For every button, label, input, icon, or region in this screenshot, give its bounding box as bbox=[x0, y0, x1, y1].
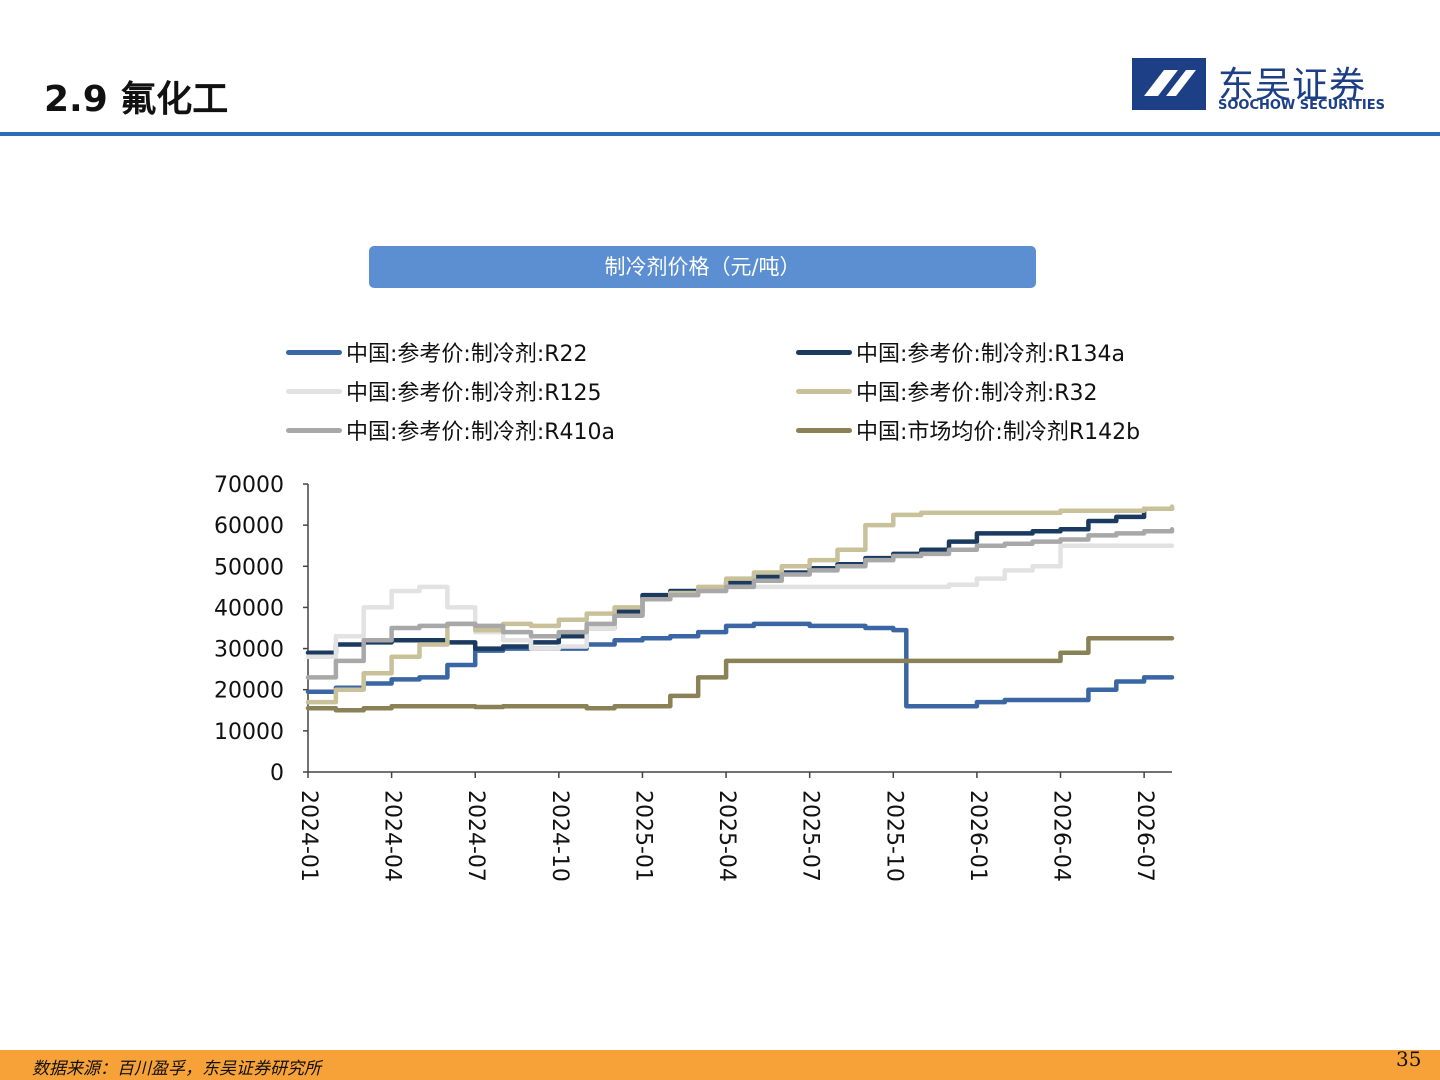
legend-item: 中国:参考价:制冷剂:R125 bbox=[286, 375, 602, 407]
legend-item: 中国:参考价:制冷剂:R134a bbox=[796, 336, 1125, 368]
x-tick-label: 2024-01 bbox=[296, 790, 321, 882]
x-tick-label: 2024-10 bbox=[547, 790, 572, 882]
logo-english-name: SOOCHOW SECURITIES bbox=[1218, 98, 1385, 113]
x-tick-label: 2026-01 bbox=[965, 790, 990, 882]
legend-item: 中国:参考价:制冷剂:R22 bbox=[286, 336, 588, 368]
x-tick-label: 2025-07 bbox=[798, 790, 823, 882]
legend-label: 中国:参考价:制冷剂:R134a bbox=[856, 342, 1125, 367]
legend-swatch bbox=[286, 349, 342, 355]
company-logo: 东吴证券 SOOCHOW SECURITIES bbox=[1130, 56, 1420, 116]
legend-label: 中国:参考价:制冷剂:R125 bbox=[346, 381, 602, 406]
y-tick-label: 0 bbox=[270, 761, 284, 786]
y-tick-label: 70000 bbox=[214, 473, 284, 498]
legend-item: 中国:市场均价:制冷剂R142b bbox=[796, 414, 1140, 446]
legend-label: 中国:参考价:制冷剂:R32 bbox=[856, 381, 1098, 406]
chart-title: 制冷剂价格（元/吨） bbox=[369, 246, 1036, 288]
legend-label: 中国:市场均价:制冷剂R142b bbox=[856, 420, 1141, 445]
y-tick-label: 10000 bbox=[214, 720, 284, 745]
series-line-4 bbox=[305, 504, 1175, 705]
legend-swatch bbox=[796, 427, 852, 433]
y-tick-label: 60000 bbox=[214, 514, 284, 539]
legend-item: 中国:参考价:制冷剂:R32 bbox=[796, 375, 1098, 407]
x-tick-label: 2026-04 bbox=[1049, 790, 1074, 882]
y-tick-label: 40000 bbox=[214, 596, 284, 621]
y-tick-label: 50000 bbox=[214, 555, 284, 580]
legend-swatch bbox=[796, 388, 852, 394]
footer-bar bbox=[0, 1050, 1440, 1080]
slide-title: 2.9 氟化工 bbox=[44, 79, 229, 120]
x-tick-label: 2024-07 bbox=[463, 790, 488, 882]
y-tick-label: 30000 bbox=[214, 638, 284, 663]
logo-chinese-name: 东吴证券 bbox=[1218, 65, 1367, 106]
series-line-5 bbox=[305, 527, 1175, 680]
data-source-note: 数据来源：百川盈孚，东吴证券研究所 bbox=[32, 1059, 321, 1079]
chart-legend: 中国:参考价:制冷剂:R22 中国:参考价:制冷剂:R134a 中国:参考价:制冷剂… bbox=[286, 336, 1186, 456]
x-tick-label: 2025-10 bbox=[881, 790, 906, 882]
legend-swatch bbox=[286, 388, 342, 394]
legend-swatch bbox=[796, 349, 852, 355]
legend-label: 中国:参考价:制冷剂:R22 bbox=[346, 342, 588, 367]
series-line-1 bbox=[305, 621, 1175, 709]
x-tick-label: 2025-01 bbox=[630, 790, 655, 882]
header-divider bbox=[0, 132, 1440, 136]
series-line-6 bbox=[305, 636, 1175, 713]
x-tick-label: 2025-04 bbox=[714, 790, 739, 882]
logo-mark-icon bbox=[1132, 58, 1206, 110]
legend-swatch bbox=[286, 427, 342, 433]
y-tick-label: 20000 bbox=[214, 679, 284, 704]
series-line-2 bbox=[305, 506, 1175, 655]
x-tick-label: 2024-04 bbox=[380, 790, 405, 882]
legend-label: 中国:参考价:制冷剂:R410a bbox=[346, 420, 615, 445]
page-number: 35 bbox=[1396, 1047, 1422, 1071]
x-tick-label: 2026-07 bbox=[1132, 790, 1157, 882]
legend-item: 中国:参考价:制冷剂:R410a bbox=[286, 414, 615, 446]
